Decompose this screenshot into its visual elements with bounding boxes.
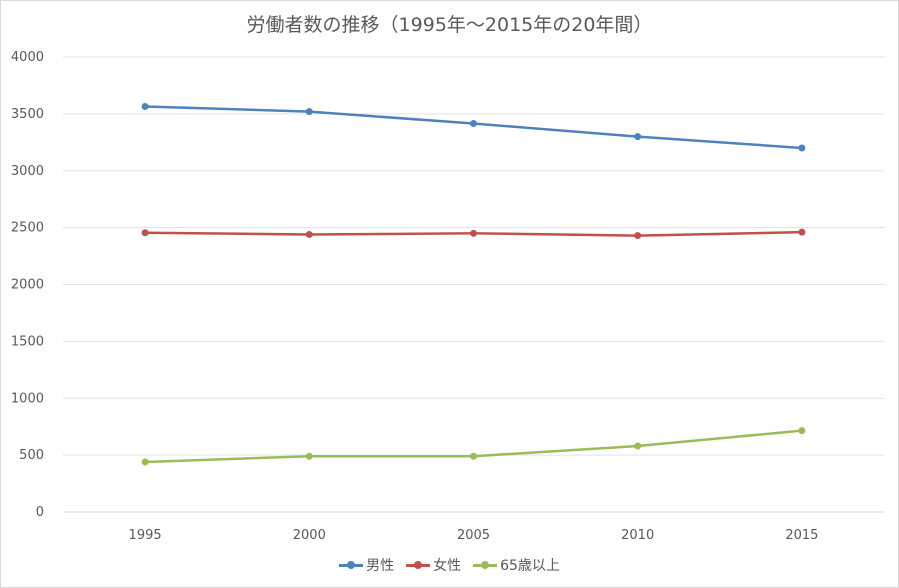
y-tick-label: 3500 xyxy=(11,107,44,122)
data-point xyxy=(634,442,642,450)
x-tick-label: 2015 xyxy=(785,528,818,543)
y-tick-label: 2500 xyxy=(11,221,44,236)
gridlines xyxy=(63,56,884,513)
y-tick-label: 1500 xyxy=(11,334,44,349)
series-1 xyxy=(141,228,806,240)
data-point xyxy=(141,229,149,237)
x-axis-ticks: 1995 2000 2005 2010 2015 xyxy=(129,528,819,543)
series-2 xyxy=(141,427,806,466)
data-point xyxy=(798,144,806,152)
legend-item: 女性 xyxy=(406,555,461,575)
legend-marker-icon xyxy=(406,560,431,570)
x-tick-label: 1995 xyxy=(129,528,162,543)
data-point xyxy=(470,120,477,128)
legend-marker-icon xyxy=(473,560,498,570)
legend-item: 男性 xyxy=(339,555,394,575)
legend-marker-icon xyxy=(339,560,364,570)
data-point xyxy=(634,232,642,240)
data-point xyxy=(470,229,477,237)
data-point xyxy=(470,452,477,460)
data-point xyxy=(305,452,313,460)
x-tick-label: 2000 xyxy=(293,528,326,543)
data-point xyxy=(798,228,806,236)
x-tick-label: 2005 xyxy=(457,528,490,543)
series-layer xyxy=(141,102,806,466)
data-point xyxy=(634,133,642,141)
data-point xyxy=(141,102,149,110)
data-point xyxy=(305,230,313,238)
series-line xyxy=(143,105,804,150)
legend-item: 65歳以上 xyxy=(473,555,560,575)
series-0 xyxy=(141,102,806,152)
legend-label: 女性 xyxy=(433,558,462,574)
y-tick-label: 2000 xyxy=(11,278,44,293)
data-point xyxy=(798,427,806,435)
legend-label: 65歳以上 xyxy=(500,558,560,574)
x-tick-label: 2010 xyxy=(621,528,654,543)
legend: 男性 女性 65歳以上 xyxy=(0,555,899,575)
y-axis-ticks: 0 500 1000 1500 2000 2500 3000 3500 4000 xyxy=(11,50,44,520)
y-tick-label: 4000 xyxy=(11,50,44,65)
y-tick-label: 500 xyxy=(19,448,44,463)
y-tick-label: 3000 xyxy=(11,164,44,179)
y-tick-label: 1000 xyxy=(11,391,44,406)
y-tick-label: 0 xyxy=(36,505,44,520)
chart-title: 労働者数の推移（1995年～2015年の20年間） xyxy=(246,14,653,36)
data-point xyxy=(305,108,313,116)
data-point xyxy=(141,458,149,466)
legend-label: 男性 xyxy=(366,558,395,574)
